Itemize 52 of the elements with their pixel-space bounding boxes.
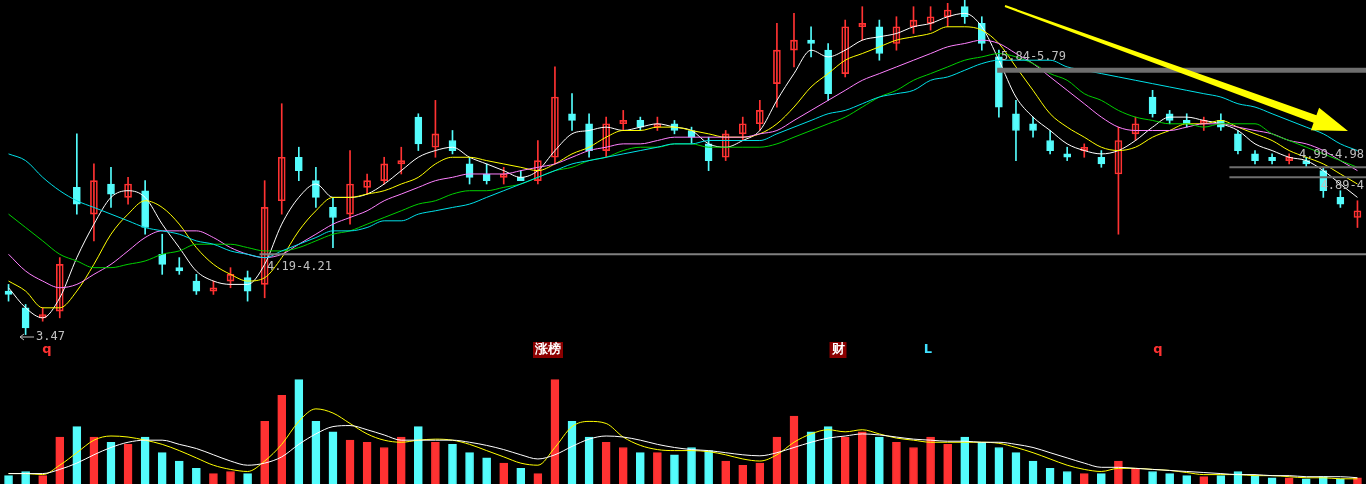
bar xyxy=(618,447,628,484)
text: 财 xyxy=(830,341,845,357)
annotation: 3.47 xyxy=(36,329,65,344)
bar xyxy=(174,460,184,484)
text: q xyxy=(1153,341,1163,357)
bar xyxy=(875,436,884,484)
bar xyxy=(499,462,509,484)
bar xyxy=(345,439,355,484)
bar xyxy=(909,447,918,484)
bar xyxy=(123,444,133,484)
bar xyxy=(994,447,1004,484)
bar xyxy=(157,452,167,484)
bar xyxy=(601,441,611,484)
bar xyxy=(738,464,748,484)
bar xyxy=(1011,452,1021,484)
bar xyxy=(379,447,389,484)
bar xyxy=(465,452,474,484)
bar xyxy=(670,454,679,484)
bar xyxy=(892,441,901,484)
bar xyxy=(362,441,372,484)
text: 涨榜 xyxy=(534,341,561,357)
bar xyxy=(635,452,645,484)
bar xyxy=(192,468,201,484)
bar xyxy=(977,441,987,484)
text: L xyxy=(923,341,933,357)
bar xyxy=(687,447,696,484)
bar xyxy=(448,444,457,484)
bar xyxy=(328,431,338,484)
bar xyxy=(396,436,406,484)
bar xyxy=(721,460,731,484)
bar xyxy=(277,394,287,484)
bar xyxy=(1131,468,1140,484)
bar xyxy=(1045,468,1055,484)
bar xyxy=(926,436,935,484)
bar xyxy=(414,426,423,484)
bar xyxy=(55,436,65,484)
candlestick xyxy=(568,93,576,131)
bar xyxy=(653,452,662,484)
bar xyxy=(431,441,440,484)
candlestick xyxy=(807,26,815,58)
candlestick xyxy=(73,133,81,215)
bar xyxy=(704,450,713,484)
candlestick xyxy=(175,257,184,275)
bar xyxy=(260,421,269,484)
bar xyxy=(960,436,970,484)
bar xyxy=(294,379,304,484)
text: q xyxy=(42,341,52,357)
bar xyxy=(516,468,526,484)
bar xyxy=(943,444,952,484)
bar xyxy=(857,431,867,484)
bar xyxy=(840,436,850,484)
bar xyxy=(482,457,491,484)
